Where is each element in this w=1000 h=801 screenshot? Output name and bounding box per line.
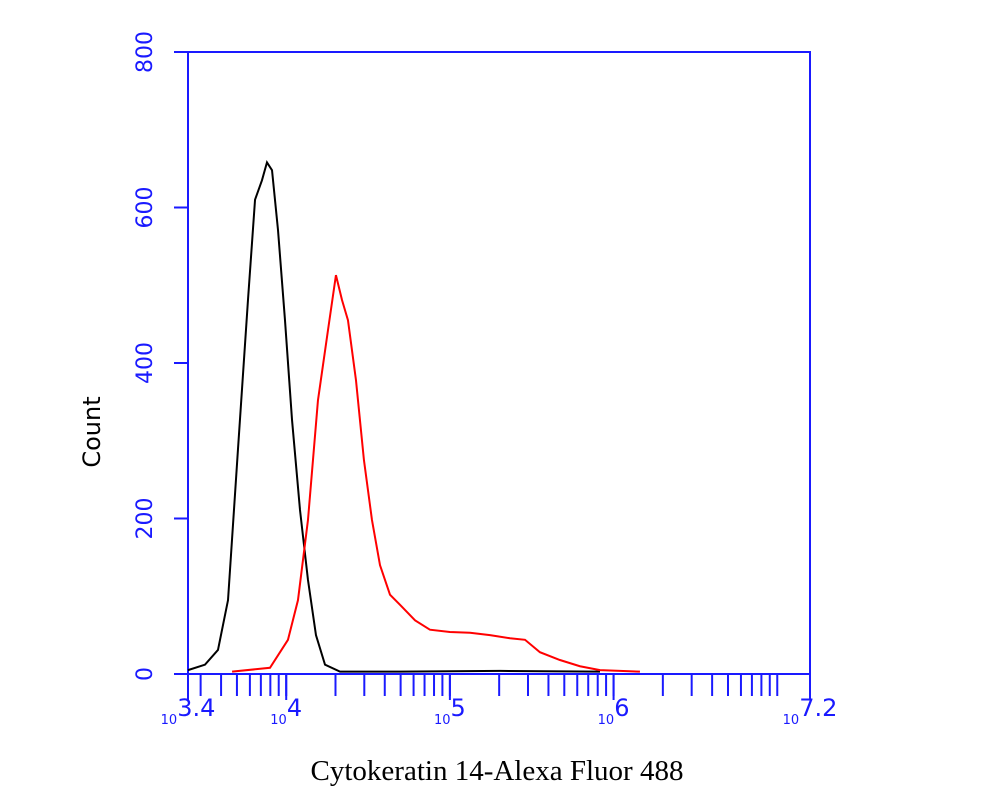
x-tick-label: 103.4 — [161, 694, 216, 728]
y-tick-label: 0 — [133, 667, 158, 681]
y-tick-label: 800 — [133, 31, 158, 73]
x-tick-label: 107.2 — [783, 694, 838, 728]
y-axis-label: Count — [78, 396, 106, 467]
x-tick-exponent: 5 — [451, 694, 466, 722]
x-tick-base: 10 — [270, 713, 287, 728]
plot-frame — [187, 51, 811, 675]
x-tick-base: 10 — [161, 713, 178, 728]
x-tick-label: 104 — [270, 694, 302, 728]
x-tick-exponent: 4 — [287, 694, 302, 722]
x-tick-label: 105 — [434, 694, 466, 728]
x-axis-label: Cytokeratin 14-Alexa Fluor 488 — [311, 755, 684, 787]
y-tick-label: 600 — [133, 187, 158, 229]
x-tick-exponent: 7.2 — [799, 694, 837, 722]
y-tick-label: 200 — [133, 498, 158, 540]
x-tick-base: 10 — [598, 713, 615, 728]
y-tick-label: 400 — [133, 342, 158, 384]
histogram-line — [231, 274, 640, 673]
x-tick-label: 106 — [598, 694, 630, 728]
x-tick-exponent: 6 — [614, 694, 629, 722]
x-tick-exponent: 3.4 — [177, 694, 215, 722]
x-tick-base: 10 — [434, 713, 451, 728]
x-tick-base: 10 — [783, 713, 800, 728]
histogram-line — [187, 160, 600, 673]
